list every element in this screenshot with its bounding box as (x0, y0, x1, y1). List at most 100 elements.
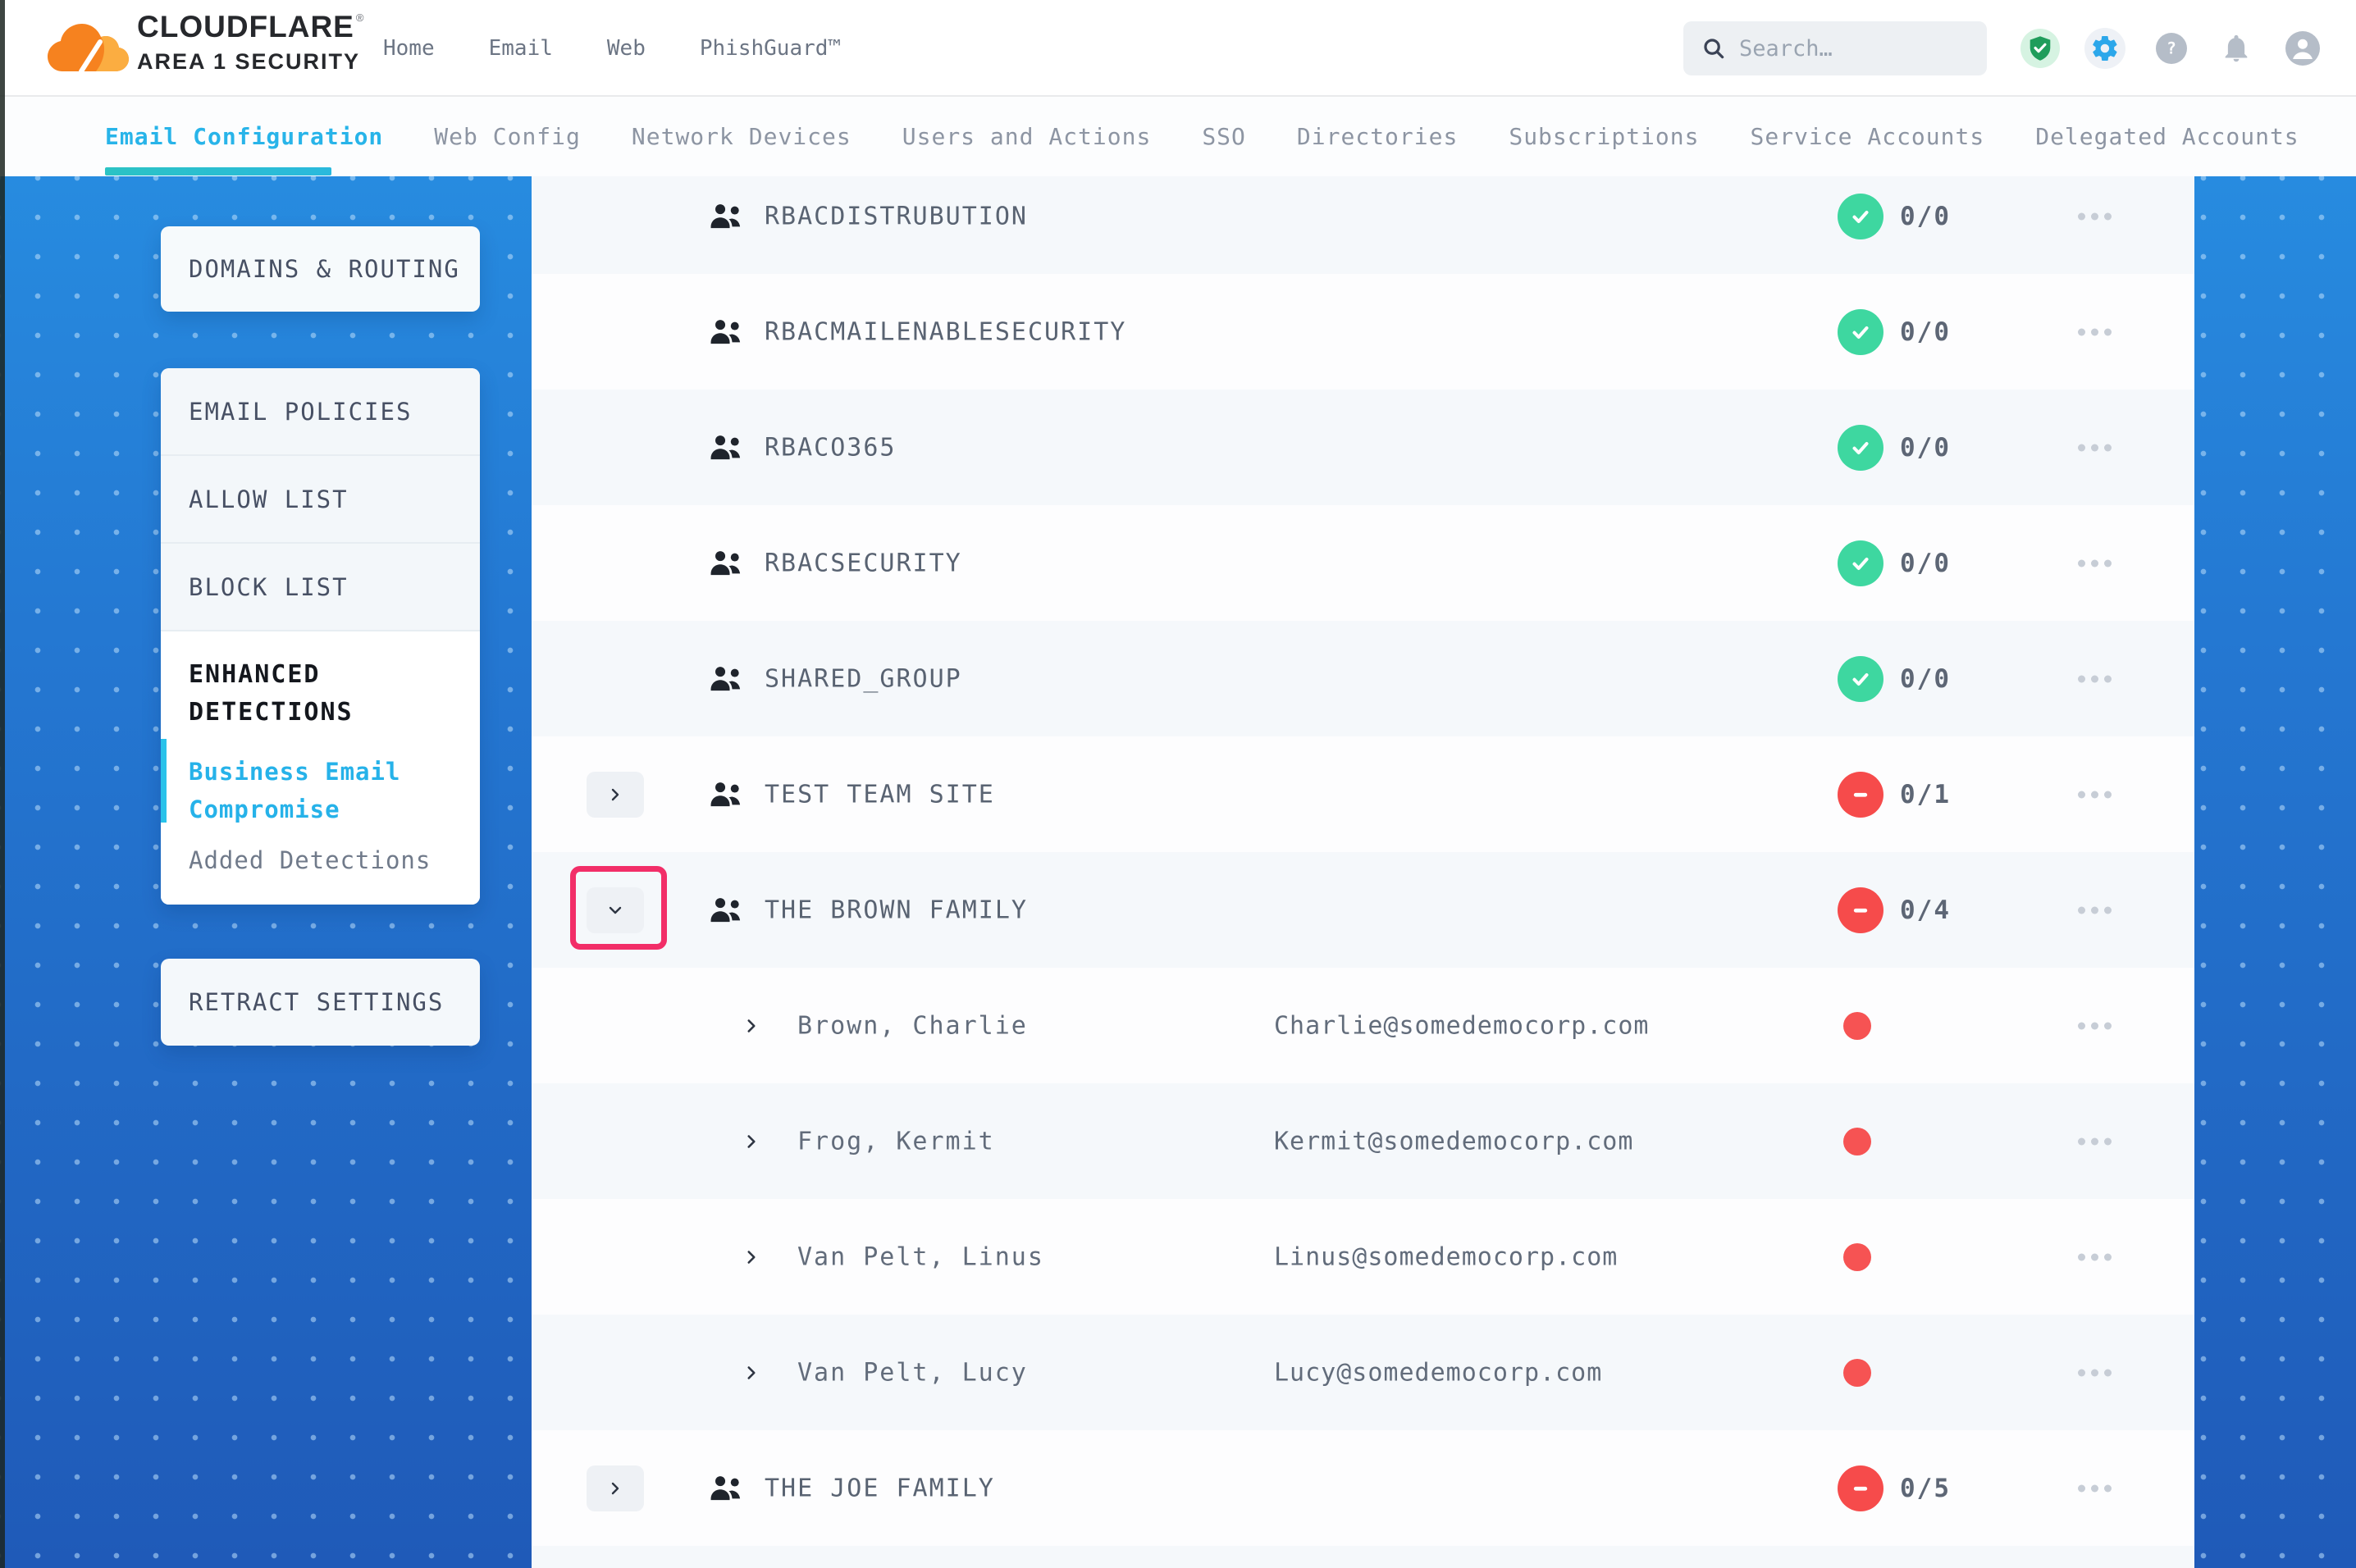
member-count: 0/4 (1900, 895, 1951, 925)
member-count: 0/0 (1900, 432, 1951, 463)
brand-name: CLOUDFLARE (137, 10, 354, 43)
check-icon (1852, 441, 1869, 454)
directory-rows: RBACDISTRUBUTION 0/0 RBACMAILENABLESECUR… (532, 176, 2194, 1568)
tab-directories[interactable]: Directories (1296, 123, 1459, 150)
tab-service-accounts[interactable]: Service Accounts (1750, 123, 1985, 150)
table-row-member: Brown, Charlie Charlie@somedemocorp.com (532, 968, 2194, 1083)
row-actions-menu-icon[interactable] (2078, 1369, 2112, 1376)
member-name: Van Pelt, Lucy (797, 1358, 1028, 1387)
status-ok-badge (1838, 424, 1883, 471)
sidebar-item-business-email-compromise[interactable]: Business Email Compromise (189, 758, 401, 823)
chevron-right-icon[interactable] (741, 1362, 762, 1383)
sidebar-item-retract-settings[interactable]: RETRACT SETTINGS (161, 959, 480, 1046)
status-blocked-badge (1838, 771, 1883, 818)
group-people-icon (710, 319, 741, 344)
chevron-down-icon (609, 906, 622, 914)
tab-network-devices[interactable]: Network Devices (631, 123, 852, 150)
row-actions-menu-icon[interactable] (2078, 1022, 2112, 1029)
chevron-right-icon[interactable] (741, 1131, 762, 1152)
group-name: THE BROWN FAMILY (765, 896, 1028, 924)
help-icon[interactable]: ? (2156, 33, 2187, 64)
nav-email[interactable]: Email (488, 36, 553, 61)
nav-web[interactable]: Web (606, 36, 646, 61)
group-people-icon (710, 782, 741, 806)
security-verified-icon[interactable] (2020, 29, 2060, 68)
tab-users-and-actions[interactable]: Users and Actions (902, 123, 1152, 150)
table-row-group: RBACO365 0/0 (532, 390, 2194, 505)
tab-email-configuration[interactable]: Email Configuration (105, 123, 384, 150)
status-blocked-dot (1843, 1011, 1871, 1040)
tab-delegated-accounts[interactable]: Delegated Accounts (2035, 123, 2299, 150)
enhanced-detections-section: ENHANCED DETECTIONS Business Email Compr… (161, 631, 480, 905)
top-header-bar: CLOUDFLARE ® AREA 1 SECURITY Home Email … (0, 0, 2356, 97)
status-blocked-dot (1843, 1127, 1871, 1155)
table-row-member: Van Pelt, Linus Linus@somedemocorp.com (532, 1199, 2194, 1315)
status-blocked-dot (1843, 1358, 1871, 1387)
row-actions-menu-icon[interactable] (2078, 791, 2112, 798)
table-row-partial (532, 1546, 2194, 1568)
group-name: RBACO365 (765, 433, 897, 462)
search-box[interactable] (1683, 21, 1987, 75)
row-actions-menu-icon[interactable] (2078, 444, 2112, 451)
nav-home[interactable]: Home (383, 36, 435, 61)
sidebar-item-email-policies[interactable]: EMAIL POLICIES (161, 368, 480, 456)
row-actions-menu-icon[interactable] (2078, 906, 2112, 914)
tab-web-config[interactable]: Web Config (434, 123, 581, 150)
nav-phishguard[interactable]: PhishGuard™ (699, 36, 842, 61)
member-count: 0/0 (1900, 317, 1951, 347)
cloudflare-logo[interactable]: CLOUDFLARE ® AREA 1 SECURITY (45, 10, 363, 80)
member-name: Brown, Charlie (797, 1011, 1028, 1040)
member-email: Linus@somedemocorp.com (1274, 1242, 1619, 1271)
table-row-group: SHARED_GROUP 0/0 (532, 621, 2194, 736)
primary-nav: Home Email Web PhishGuard™ (383, 0, 841, 97)
cloudflare-cloud-icon (48, 24, 129, 74)
notifications-bell-icon[interactable] (2218, 30, 2254, 66)
minus-icon (1853, 908, 1868, 913)
search-input[interactable] (1739, 35, 1961, 62)
tab-subscriptions[interactable]: Subscriptions (1509, 123, 1700, 150)
chevron-right-icon[interactable] (741, 1015, 762, 1037)
sidebar-item-block-list[interactable]: BLOCK LIST (161, 544, 480, 631)
group-people-icon (710, 666, 741, 691)
row-actions-menu-icon[interactable] (2078, 559, 2112, 567)
tab-sso[interactable]: SSO (1202, 123, 1246, 150)
settings-gear-icon[interactable] (2084, 28, 2125, 69)
status-ok-badge (1838, 655, 1883, 702)
account-avatar-icon[interactable] (2285, 31, 2320, 66)
group-name: TEST TEAM SITE (765, 780, 995, 809)
allow-list-label: ALLOW LIST (189, 485, 349, 513)
table-row-group: RBACMAILENABLESECURITY 0/0 (532, 274, 2194, 390)
check-icon (1852, 672, 1869, 686)
row-actions-menu-icon[interactable] (2078, 328, 2112, 335)
chevron-right-icon[interactable] (741, 1247, 762, 1268)
sidebar-item-domains-routing[interactable]: DOMAINS & ROUTING (161, 226, 480, 312)
window-edge-artifact (0, 0, 5, 1568)
collapse-group-button[interactable] (587, 887, 644, 933)
sidebar-item-allow-list[interactable]: ALLOW LIST (161, 456, 480, 544)
minus-icon (1853, 792, 1868, 797)
chevron-right-icon (611, 1482, 619, 1494)
table-row-group: THE JOE FAMILY 0/5 (532, 1430, 2194, 1546)
brand-subtitle: AREA 1 SECURITY (137, 49, 361, 74)
member-count: 0/0 (1900, 663, 1951, 694)
sidebar-item-added-detections[interactable]: Added Detections (189, 846, 431, 874)
group-name: SHARED_GROUP (765, 664, 962, 693)
row-actions-menu-icon[interactable] (2078, 212, 2112, 220)
row-actions-menu-icon[interactable] (2078, 1484, 2112, 1492)
group-name: RBACDISTRUBUTION (765, 202, 1028, 230)
active-item-indicator-bar (161, 739, 167, 823)
row-actions-menu-icon[interactable] (2078, 1137, 2112, 1145)
row-actions-menu-icon[interactable] (2078, 675, 2112, 682)
sidebar-policies-card: EMAIL POLICIES ALLOW LIST BLOCK LIST ENH… (161, 368, 480, 905)
active-tab-underline (105, 167, 331, 175)
expand-group-button[interactable] (587, 1465, 644, 1511)
status-ok-badge (1838, 540, 1883, 586)
row-actions-menu-icon[interactable] (2078, 1253, 2112, 1260)
expand-group-button[interactable] (587, 771, 644, 818)
svg-text:?: ? (2167, 39, 2176, 58)
member-email: Charlie@somedemocorp.com (1274, 1011, 1650, 1040)
status-ok-badge (1838, 308, 1883, 355)
table-row-member: Frog, Kermit Kermit@somedemocorp.com (532, 1083, 2194, 1199)
table-row-group: TEST TEAM SITE 0/1 (532, 736, 2194, 852)
